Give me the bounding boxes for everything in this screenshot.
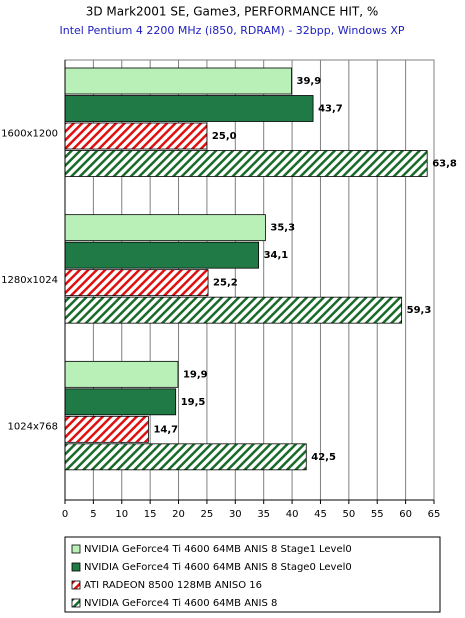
bar bbox=[64, 269, 209, 297]
x-tick-label: 30 bbox=[229, 509, 242, 520]
legend-swatch bbox=[71, 562, 81, 572]
x-tick-label: 0 bbox=[62, 509, 68, 520]
value-label: 43,7 bbox=[318, 104, 343, 115]
legend-swatch bbox=[71, 580, 81, 590]
value-label: 25,0 bbox=[212, 131, 237, 142]
bar bbox=[64, 388, 177, 416]
x-tick-label: 15 bbox=[144, 509, 157, 520]
value-label: 34,1 bbox=[264, 250, 289, 261]
value-label: 14,7 bbox=[153, 424, 178, 435]
y-tick-label: 1280x1024 bbox=[1, 275, 58, 286]
bar bbox=[64, 360, 179, 388]
bar bbox=[64, 95, 314, 122]
value-label: 19,9 bbox=[183, 369, 208, 380]
bar bbox=[64, 67, 292, 95]
legend-label: NVIDIA GeForce4 Ti 4600 64MB ANIS 8 bbox=[84, 598, 277, 609]
chart-title: 3D Mark2001 SE, Game3, PERFORMANCE HIT, … bbox=[86, 5, 379, 19]
legend-label: NVIDIA GeForce4 Ti 4600 64MB ANIS 8 Stag… bbox=[84, 562, 352, 573]
bar bbox=[64, 150, 428, 177]
legend-label: ATI RADEON 8500 128MB ANISO 16 bbox=[84, 580, 262, 591]
y-tick-label: 1600x1200 bbox=[1, 128, 58, 139]
bar bbox=[64, 214, 266, 242]
x-tick-label: 60 bbox=[399, 509, 412, 520]
y-tick-label: 1024x768 bbox=[8, 422, 58, 433]
value-label: 19,5 bbox=[181, 397, 206, 408]
bar bbox=[64, 296, 403, 324]
x-tick-label: 5 bbox=[90, 509, 96, 520]
value-label: 35,3 bbox=[270, 223, 295, 234]
value-label: 63,8 bbox=[432, 159, 457, 170]
x-tick-label: 40 bbox=[286, 509, 299, 520]
x-tick-label: 20 bbox=[172, 509, 185, 520]
value-label: 59,3 bbox=[407, 305, 432, 316]
x-tick-label: 50 bbox=[342, 509, 355, 520]
x-tick-label: 10 bbox=[115, 509, 128, 520]
legend-swatch bbox=[71, 544, 81, 554]
x-tick-label: 25 bbox=[201, 509, 214, 520]
legend-swatch bbox=[71, 598, 81, 608]
bar bbox=[64, 122, 208, 150]
bar bbox=[64, 241, 259, 269]
legend bbox=[64, 536, 441, 613]
x-tick-label: 45 bbox=[314, 509, 327, 520]
bar bbox=[64, 443, 307, 471]
legend-label: NVIDIA GeForce4 Ti 4600 64MB ANIS 8 Stag… bbox=[84, 544, 352, 555]
x-tick-label: 65 bbox=[428, 509, 441, 520]
value-label: 39,9 bbox=[297, 76, 322, 87]
x-tick-label: 55 bbox=[371, 509, 384, 520]
value-label: 25,2 bbox=[213, 278, 238, 289]
chart-subtitle: Intel Pentium 4 2200 MHz (i850, RDRAM) -… bbox=[59, 24, 404, 37]
x-tick-label: 35 bbox=[257, 509, 270, 520]
bar bbox=[64, 415, 149, 443]
value-label: 42,5 bbox=[311, 452, 336, 463]
